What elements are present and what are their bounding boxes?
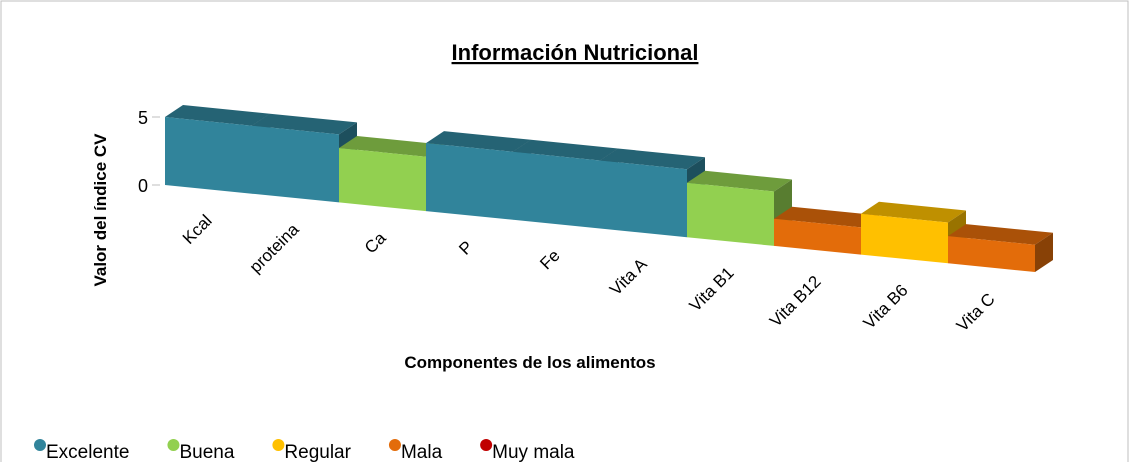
bar-top [687, 170, 792, 192]
legend-marker [34, 439, 46, 451]
y-axis-label: Valor del índice CV [91, 133, 110, 287]
bar-front [165, 117, 252, 194]
bar-front [513, 151, 600, 229]
bar-top [339, 136, 444, 157]
bar-front [426, 143, 513, 220]
chart-title: Información Nutricional [452, 40, 699, 65]
bar-front [600, 160, 687, 238]
bar-top [948, 224, 1053, 245]
y-tick-label: 0 [138, 176, 148, 196]
x-axis-label: Componentes de los alimentos [404, 353, 655, 372]
bar-front [861, 213, 948, 264]
bar-front [774, 218, 861, 255]
legend-label: Excelente [46, 442, 129, 462]
bar-top [774, 206, 879, 228]
bar-top [861, 201, 966, 223]
legend-label: Muy mala [492, 442, 575, 462]
bar-top [513, 139, 618, 161]
bar-top [600, 148, 705, 170]
bar [948, 224, 1053, 272]
y-tick-label: 5 [138, 108, 148, 128]
legend-marker [167, 439, 180, 451]
legend-marker [388, 439, 401, 451]
legend-marker [272, 439, 285, 451]
bar-top [165, 105, 270, 126]
bar-top [426, 131, 531, 152]
bar-front [948, 236, 1035, 272]
legend-label: Regular [284, 442, 351, 462]
legend-label: Buena [179, 442, 234, 462]
bar-side [1035, 232, 1053, 272]
bar-front [687, 182, 774, 246]
legend-marker [480, 439, 493, 451]
bar-front [339, 148, 426, 212]
bar-top [252, 113, 357, 135]
bar-front [252, 125, 339, 203]
legend-label: Mala [401, 442, 443, 462]
